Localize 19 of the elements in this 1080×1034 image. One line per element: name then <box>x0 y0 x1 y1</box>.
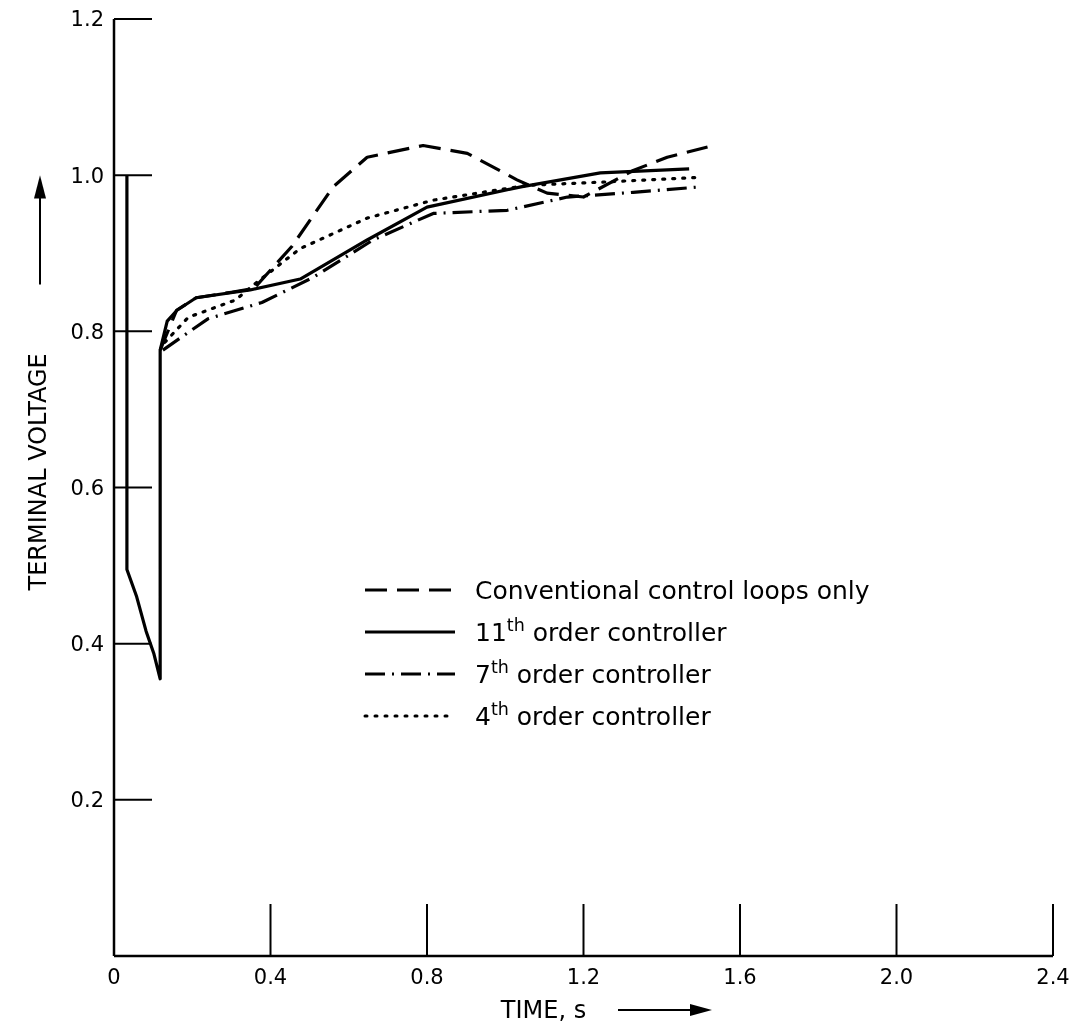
x-tick-label: 1.2 <box>566 965 601 989</box>
x-tick-label: 1.6 <box>723 965 757 989</box>
x-tick-label: 0.8 <box>410 965 444 989</box>
legend-label: 11$^{th}$ order controller <box>475 614 728 647</box>
y-tick-label: 0.2 <box>70 788 104 813</box>
y-tick-label: 0.6 <box>70 475 104 500</box>
x-axis-title: TIME, s <box>499 996 587 1024</box>
legend-label: 4$^{th}$ order controller <box>475 698 712 731</box>
y-axis-title: TERMINAL VOLTAGE <box>24 353 52 592</box>
x-tick-label: 0.4 <box>253 965 288 989</box>
x-tick-label: 2.0 <box>879 965 914 989</box>
x-tick-label: 2.4 <box>1036 965 1070 989</box>
y-tick-label: 0.4 <box>70 632 104 657</box>
y-tick-label: 1.2 <box>70 7 104 32</box>
y-tick-label: 1.0 <box>70 163 104 188</box>
legend-label: Conventional control loops only <box>475 575 870 605</box>
y-tick-label: 0.8 <box>70 319 104 344</box>
x-tick-label: 0 <box>107 965 121 989</box>
legend-label: 7$^{th}$ order controller <box>475 656 712 689</box>
